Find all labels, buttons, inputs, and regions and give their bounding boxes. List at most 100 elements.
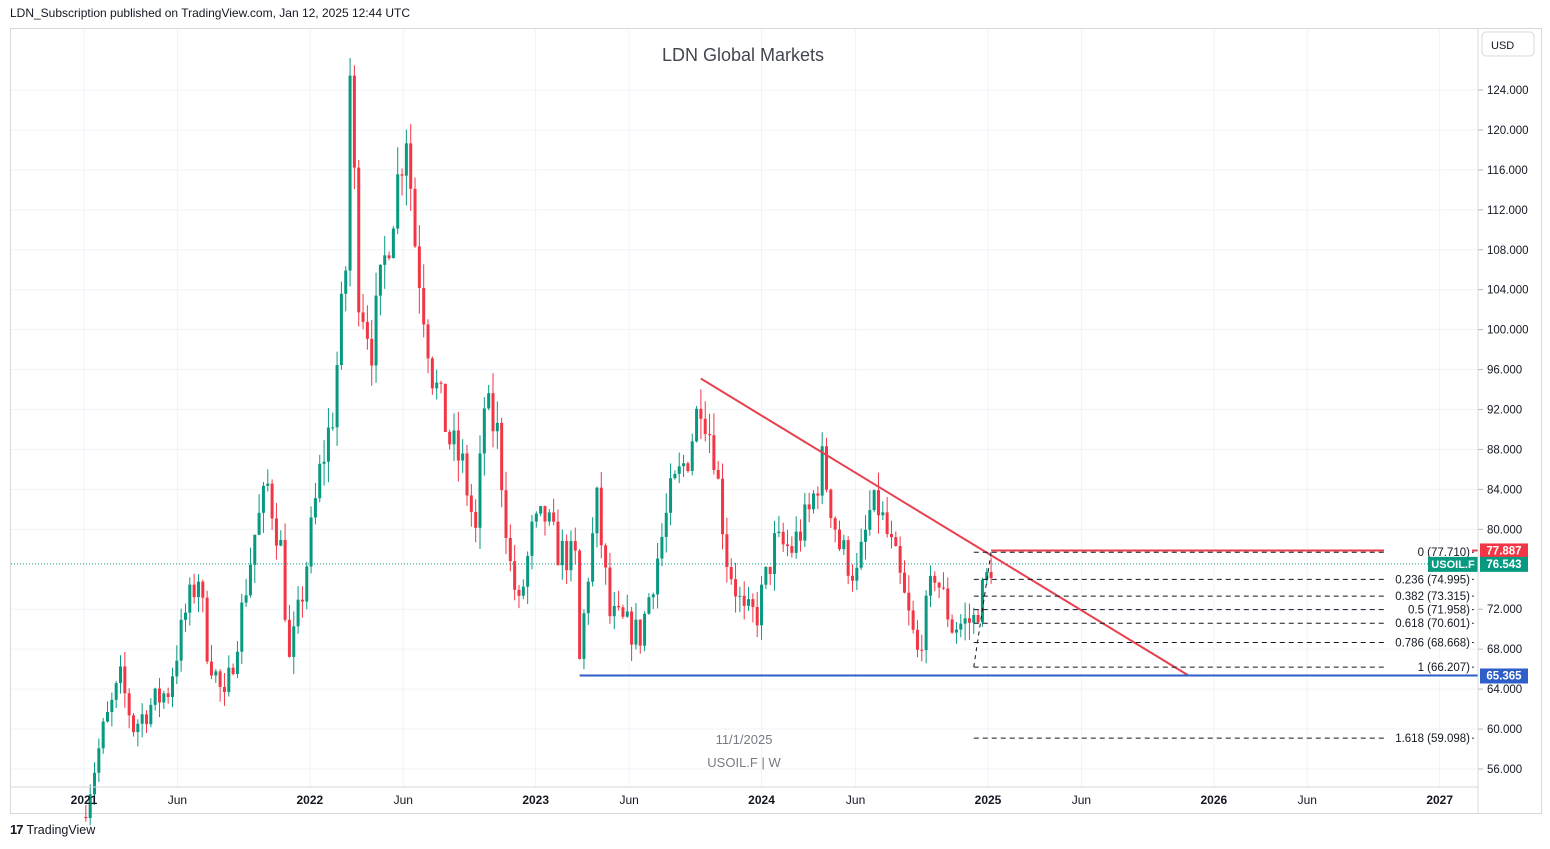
candle-body <box>552 512 556 522</box>
candle-body <box>495 422 499 432</box>
candle-body <box>170 676 174 698</box>
candle-body <box>669 478 673 513</box>
candle <box>326 408 330 483</box>
candle <box>404 129 408 206</box>
candle <box>279 530 283 547</box>
y-tick-label: 112.000 <box>1487 205 1528 217</box>
drawing-overlays: 0 (77.710) 0.236 (74.995) 0.382 (73.315) 0.… <box>11 377 1528 745</box>
candle <box>820 432 824 505</box>
candle <box>781 522 785 552</box>
candle-body <box>300 599 304 602</box>
candle-body <box>452 430 456 445</box>
candle <box>708 413 712 454</box>
candle <box>257 494 261 536</box>
candle <box>595 486 599 548</box>
currency-button[interactable]: USD <box>1481 31 1535 57</box>
candle-body <box>781 531 785 545</box>
candle <box>274 503 278 560</box>
candle-body <box>261 485 265 513</box>
candle-body <box>110 699 114 712</box>
candle-body <box>370 338 374 366</box>
y-tick-label: 108.000 <box>1487 245 1529 257</box>
candle <box>526 551 530 605</box>
candle <box>898 536 902 585</box>
candle <box>530 514 534 570</box>
fib-level-label: 0.618 (70.601) <box>1395 618 1470 630</box>
candle-body <box>413 188 417 247</box>
candle-body <box>400 174 404 176</box>
candle <box>517 585 521 609</box>
candle <box>383 236 387 289</box>
candle-body <box>140 714 144 724</box>
candle-body <box>803 504 807 541</box>
fib-label-bg <box>1384 545 1472 559</box>
candle-body <box>119 666 123 684</box>
candle <box>565 534 569 584</box>
candle-body <box>777 531 781 534</box>
candle <box>487 384 491 411</box>
candle-body <box>474 511 478 528</box>
candle <box>205 590 209 665</box>
candle-body <box>556 521 560 566</box>
candle-body <box>443 383 447 432</box>
y-tick-label: 88.000 <box>1487 444 1522 456</box>
candle <box>136 719 140 747</box>
candle <box>292 611 296 675</box>
candle-body <box>764 566 768 585</box>
fib-label-bg <box>1384 731 1472 745</box>
candle <box>586 577 590 625</box>
candle-body <box>617 605 621 608</box>
candle <box>742 581 746 620</box>
candle-body <box>712 435 716 470</box>
candle-body <box>656 558 660 595</box>
candle-body <box>500 422 504 491</box>
tradingview-footer[interactable]: 17 TradingView <box>10 822 95 837</box>
candle <box>344 266 348 312</box>
candle-body <box>348 75 352 271</box>
candle <box>734 562 738 613</box>
candle <box>972 607 976 634</box>
candle <box>989 557 993 584</box>
candle <box>656 542 660 609</box>
y-tick-label: 116.000 <box>1487 165 1528 177</box>
candle <box>725 517 729 583</box>
candle-body <box>218 671 222 687</box>
candle-body <box>326 427 330 462</box>
candle-body <box>954 629 958 633</box>
candle-body <box>114 683 118 700</box>
candle-body <box>825 446 829 490</box>
candle-body <box>608 567 612 617</box>
candle <box>760 576 764 640</box>
y-tick-label: 84.000 <box>1487 484 1522 496</box>
candle-body <box>482 408 486 454</box>
candle <box>907 575 911 626</box>
candle <box>192 573 196 604</box>
candle <box>417 225 421 314</box>
candle <box>686 461 690 473</box>
candle-body <box>643 613 647 646</box>
candle-body <box>829 489 833 519</box>
candle-body <box>621 607 625 617</box>
candle <box>612 591 616 630</box>
candle <box>162 690 166 709</box>
candle <box>261 481 265 533</box>
candle <box>461 439 465 473</box>
candle <box>166 687 170 704</box>
candle <box>235 641 239 679</box>
candle-body <box>682 463 686 467</box>
candle-body <box>630 611 634 645</box>
candle <box>491 373 495 448</box>
candle <box>712 413 716 475</box>
candle-body <box>837 529 841 550</box>
candle-body <box>863 529 867 542</box>
candle <box>816 486 820 510</box>
candle-body <box>976 614 980 623</box>
candle-body <box>850 575 854 581</box>
candle-body <box>872 490 876 511</box>
candle-body <box>157 688 161 703</box>
candle <box>651 592 655 610</box>
fib-level-label: 1.618 (59.098) <box>1395 733 1470 745</box>
candle-body <box>179 619 183 661</box>
candle-body <box>742 595 746 606</box>
